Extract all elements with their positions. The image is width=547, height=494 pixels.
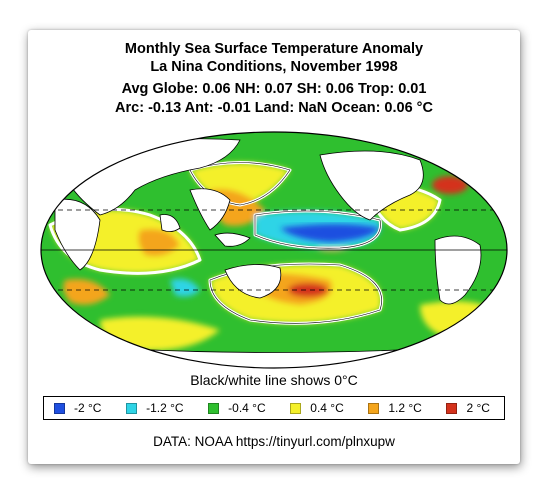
legend-label: -2 °C [74,401,102,415]
color-legend: -2 °C -1.2 °C -0.4 °C 0.4 °C 1.2 °C 2 °C [43,396,505,420]
land-north-america [319,150,424,221]
legend-item-minus-2: -2 °C [54,401,101,415]
hot-spot-north-atlantic [432,176,468,194]
la-nina-cold-tongue [280,224,380,242]
land-maritime-continent [214,232,251,247]
legend-item-minus-1-2: -1.2 °C [126,401,184,415]
land-east-asia [189,188,231,231]
land-australia [224,264,282,299]
map-subtitle: La Nina Conditions, November 1998 [150,59,398,75]
legend-item-minus-0-4: -0.4 °C [208,401,266,415]
stats-line-1: Avg Globe: 0.06 NH: 0.07 SH: 0.06 Trop: … [121,81,427,97]
land-india [159,214,181,232]
legend-label: -0.4 °C [228,401,266,415]
cool-spot-south [170,278,200,297]
land-greenland [439,148,481,172]
legend-swatch [208,402,220,414]
legend-swatch [126,402,138,414]
legend-label: 1.2 °C [388,401,422,415]
land-africa [54,198,101,271]
hot-spot-south-pacific [288,283,328,297]
figure-card: Monthly Sea Surface Temperature Anomaly … [28,30,520,464]
legend-swatch [54,402,65,414]
land-south-america [434,235,482,305]
contour-note: Black/white line shows 0°C [190,372,358,388]
legend-label: 2 °C [466,401,490,415]
globe-outline [40,131,508,369]
data-source: DATA: NOAA https://tinyurl.com/plnxupw [153,434,395,449]
map-title: Monthly Sea Surface Temperature Anomaly [124,41,424,57]
legend-swatch [446,402,458,414]
legend-swatch [368,402,380,414]
warm-spot-southwest [63,279,110,305]
legend-item-2: 2 °C [446,401,490,415]
stats-line-2: Arc: -0.13 Ant: -0.01 Land: NaN Ocean: 0… [115,100,433,116]
sst-anomaly-map [40,131,508,369]
legend-label: 0.4 °C [310,401,344,415]
warm-spot-indian [138,229,180,257]
legend-swatch [290,402,302,414]
title-block: Monthly Sea Surface Temperature Anomaly … [28,40,520,117]
legend-item-0-4: 0.4 °C [290,401,344,415]
legend-label: -1.2 °C [146,401,184,415]
latitude-lines [41,209,507,291]
legend-item-1-2: 1.2 °C [368,401,422,415]
